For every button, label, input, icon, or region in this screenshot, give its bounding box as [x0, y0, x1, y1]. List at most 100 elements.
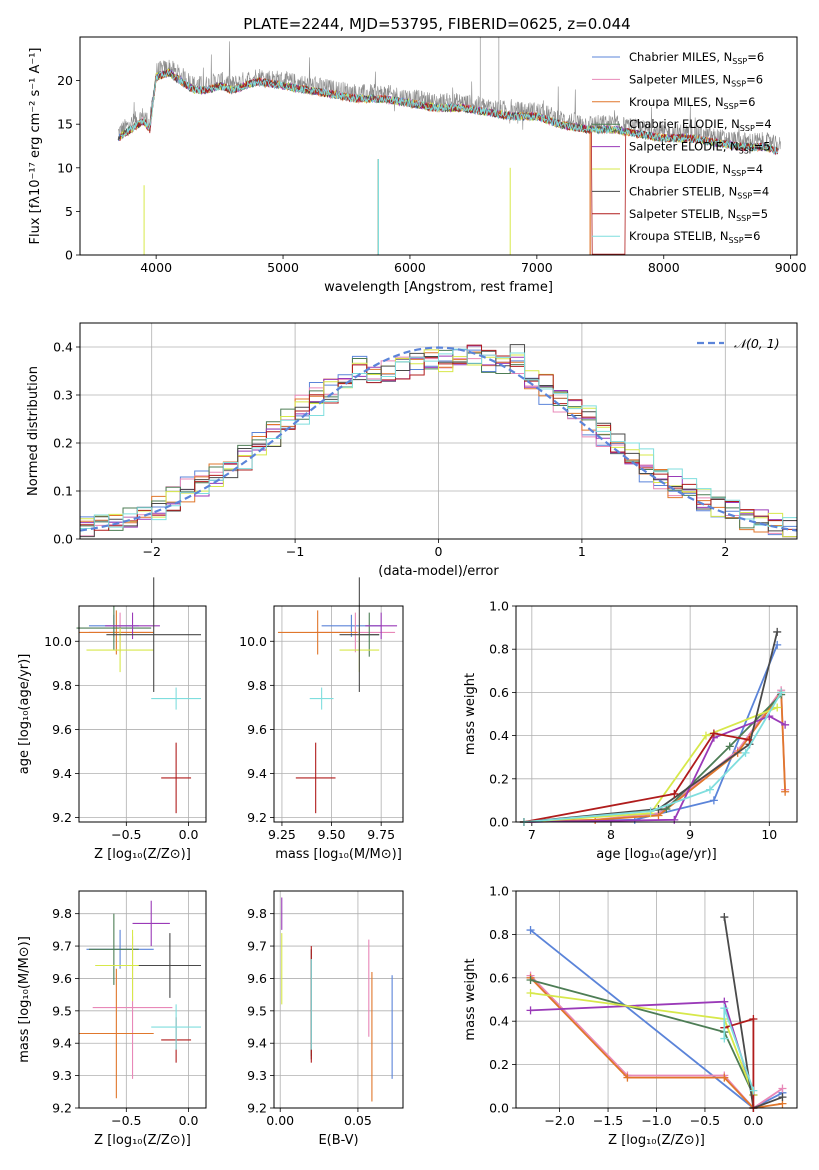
series-marker: [777, 688, 786, 697]
panel-residuals: −2 −1 0 1 2 0.0 0.1 0.2 0.3 0.4 (data-model)/error…: [26, 322, 798, 579]
legend-label-main: Kroupa STELIB, N: [629, 229, 729, 243]
error-bar-point: [151, 687, 202, 710]
y-tick-label: 0.0: [489, 1101, 509, 1116]
series-marker: [670, 789, 679, 798]
error-bar-point: [295, 742, 336, 814]
legend-label: Kroupa STELIB, NSSP=6: [629, 229, 760, 245]
error-bar-point: [88, 913, 139, 985]
legend-label: Chabrier STELIB, NSSP=4: [629, 184, 769, 200]
series-marker: [720, 1004, 729, 1013]
series-line: [523, 706, 778, 823]
panel-mass_vs_ebv: 0.00 0.05 9.2 9.3 9.4 9.5 9.6 9.7 9.8 E(B-V): [247, 890, 404, 1148]
y-tick-label: 0.0: [53, 532, 73, 547]
series-marker: [526, 926, 535, 935]
panel-mass_weight_vs_age: 7 8 9 10 0.0 0.2 0.4 0.6 0.8 1.0 age [log₁₀(age/yr…: [463, 599, 798, 862]
x-tick-label: 9.25: [268, 827, 296, 842]
error-bar-point: [86, 628, 154, 673]
x-tick-label: 8000: [648, 260, 680, 275]
error-bar-point: [138, 933, 202, 998]
y-tick-label: 9.8: [247, 678, 267, 693]
plot-area: [117, 37, 781, 255]
x-tick-label: 0.0: [179, 1113, 199, 1128]
y-tick-label: 5: [65, 204, 73, 219]
y-axis-label: mass weight: [463, 673, 478, 755]
y-tick-label: 9.5: [52, 1003, 72, 1018]
y-tick-label: 10: [57, 160, 73, 175]
y-tick-label: 9.4: [52, 1036, 72, 1051]
x-tick-label: −0.5: [111, 827, 141, 842]
y-tick-label: 0.6: [489, 970, 509, 985]
error-bar-point: [277, 610, 358, 655]
y-tick-label: 9.7: [247, 939, 267, 954]
legend-label-sub: SSP: [732, 57, 747, 66]
plot-area: [519, 627, 790, 826]
y-tick-label: 0.2: [53, 436, 73, 451]
error-bar-point: [161, 742, 192, 814]
y-axis-label: age [log₁₀(age/yr)]: [17, 654, 32, 775]
legend-label: 𝒩(0, 1): [734, 336, 780, 351]
y-tick-label: 9.2: [247, 1101, 267, 1116]
y-tick-label: 9.6: [52, 722, 72, 737]
x-tick-label: −0.5: [111, 1113, 141, 1128]
series-marker: [701, 731, 710, 740]
legend-label-tail: =4: [752, 184, 769, 198]
y-tick-label: 0.4: [489, 728, 509, 743]
series-marker: [749, 1015, 758, 1024]
panel-mass_vs_Z: −0.5 0.0 9.2 9.3 9.4 9.5 9.6 9.7 9.8 Z [log₁₀(Z/Z…: [17, 890, 207, 1148]
y-tick-label: 9.4: [52, 766, 72, 781]
series-marker: [749, 1086, 758, 1095]
panel-age_vs_Z: −0.5 0.0 9.2 9.4 9.6 9.8 10.0 Z [log₁₀(Z/Z⊙)] ag…: [17, 577, 207, 862]
y-tick-label: 1.0: [489, 599, 509, 614]
x-tick-label: 7000: [521, 260, 553, 275]
x-axis-label: mass [log₁₀(M/M⊙)]: [275, 847, 402, 862]
series-marker: [720, 1073, 729, 1082]
plot-area: [79, 344, 798, 538]
y-axis-label: mass weight: [463, 958, 478, 1040]
series-marker: [670, 815, 679, 824]
error-bar-point: [79, 610, 154, 655]
series-marker: [526, 988, 535, 997]
series-line: [523, 693, 782, 823]
x-tick-label: −2.0: [544, 1113, 574, 1128]
gaussian-curve: [79, 346, 798, 532]
x-tick-label: 0.0: [179, 827, 199, 842]
error-bar-point: [76, 606, 152, 651]
axes-frame: [515, 890, 798, 1109]
series-line: [523, 631, 779, 823]
y-tick-label: 9.5: [247, 1003, 267, 1018]
legend-label-main: Salpeter MILES, N: [629, 72, 731, 86]
legend-label-sub: SSP: [736, 214, 751, 223]
x-tick-label: 9: [686, 827, 694, 842]
series-line: [523, 691, 782, 823]
series-line: [523, 732, 750, 823]
x-tick-label: 9.75: [367, 827, 395, 842]
mass-weight-series: [720, 1004, 758, 1095]
mass-weight-series: [519, 688, 786, 826]
x-tick-label: 9.50: [318, 827, 346, 842]
y-tick-label: 9.6: [52, 971, 72, 986]
error-bar-point: [132, 900, 170, 947]
x-tick-label: 8: [607, 827, 615, 842]
x-tick-label: 1: [578, 544, 586, 559]
y-axis-label: Normed distribution: [26, 366, 41, 496]
x-tick-label: −1.5: [593, 1113, 623, 1128]
y-tick-label: 0.2: [489, 1057, 509, 1072]
x-tick-label: 0.00: [266, 1113, 294, 1128]
y-tick-label: 9.8: [52, 906, 72, 921]
y-tick-label: 9.3: [247, 1068, 267, 1083]
axes-frame: [79, 322, 798, 540]
series-marker: [725, 742, 734, 751]
series-line: [523, 644, 779, 823]
x-tick-label: 10: [761, 827, 777, 842]
series-marker: [705, 785, 714, 794]
x-axis-label: age [log₁₀(age/yr)]: [596, 847, 717, 862]
legend-label: Chabrier ELODIE, NSSP=4: [629, 117, 772, 133]
legend-label-tail: =6: [744, 229, 761, 243]
series-line: [523, 689, 786, 823]
x-tick-label: −0.5: [690, 1113, 720, 1128]
legend-label-tail: =4: [746, 162, 763, 176]
legend-label-tail: =6: [746, 72, 763, 86]
x-axis-label: Z [log₁₀(Z/Z⊙)]: [94, 1133, 191, 1148]
y-tick-label: 9.6: [247, 722, 267, 737]
